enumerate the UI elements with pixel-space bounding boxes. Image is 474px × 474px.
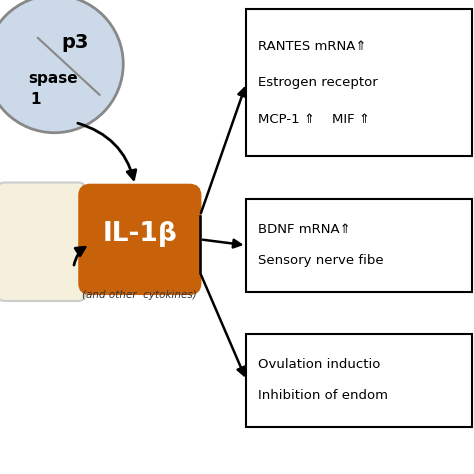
FancyBboxPatch shape [80,185,200,294]
FancyBboxPatch shape [246,334,472,427]
Text: Estrogen receptor: Estrogen receptor [258,76,378,90]
Text: MCP-1 ⇑    MIF ⇑: MCP-1 ⇑ MIF ⇑ [258,113,370,126]
Text: RANTES mRNA⇑: RANTES mRNA⇑ [258,40,367,53]
Text: BDNF mRNA⇑: BDNF mRNA⇑ [258,223,351,237]
Text: (and other  cytokines): (and other cytokines) [82,290,197,300]
FancyBboxPatch shape [246,9,472,156]
Text: IL-1β: IL-1β [102,221,177,246]
Text: Sensory nerve fibe: Sensory nerve fibe [258,254,384,267]
FancyBboxPatch shape [0,182,85,301]
Circle shape [0,0,123,133]
Text: 1: 1 [31,92,41,107]
Text: spase: spase [28,71,78,86]
FancyBboxPatch shape [246,199,472,292]
Text: Ovulation inductio: Ovulation inductio [258,358,381,372]
Text: p3: p3 [62,33,89,52]
Text: Inhibition of endom: Inhibition of endom [258,389,388,402]
